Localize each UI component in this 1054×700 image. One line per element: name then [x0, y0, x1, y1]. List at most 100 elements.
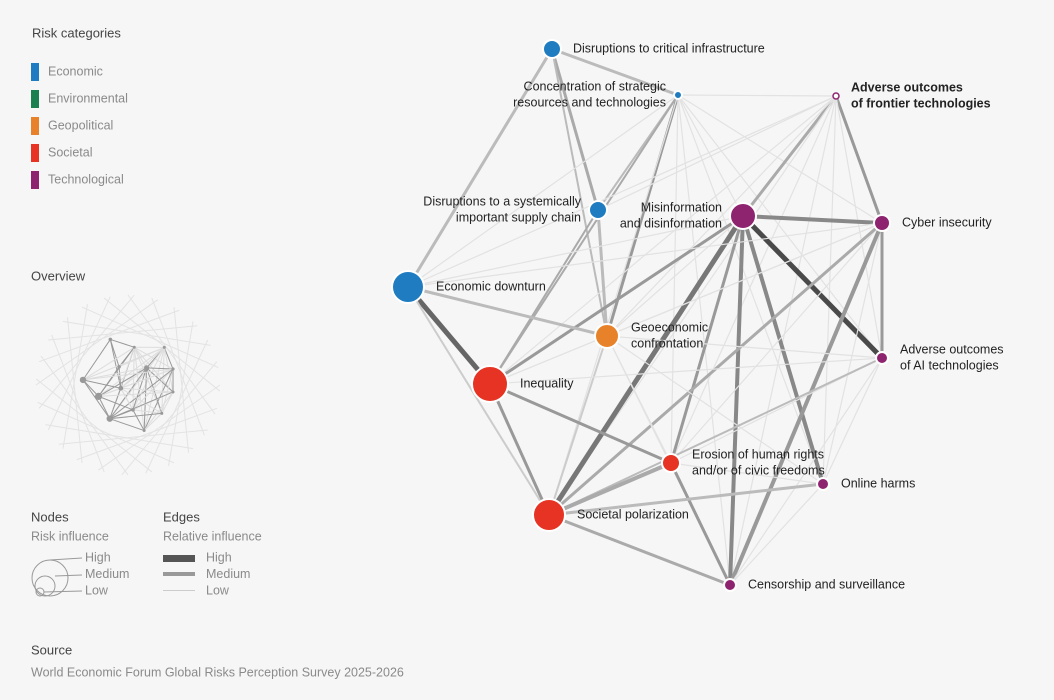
edge: [550, 48, 600, 211]
node: [532, 498, 566, 532]
edge: [606, 95, 837, 337]
mini-node: [171, 367, 175, 371]
mini-edge: [118, 366, 122, 389]
source-title: Source: [31, 642, 72, 657]
node-label: Disruptions to critical infrastructure: [573, 41, 765, 55]
mini-edge: [82, 379, 111, 419]
node-label: Misinformation: [641, 200, 722, 214]
mini-edge: [151, 297, 205, 436]
mini-edge: [143, 413, 163, 431]
mini-edge: [109, 412, 162, 420]
node-label: Concentration of strategic: [524, 79, 666, 93]
edge: [546, 214, 746, 517]
mini-edge: [145, 339, 209, 474]
edge: [406, 48, 554, 288]
nodes: Disruptions to critical infrastructure Co…: [391, 39, 1004, 592]
mini-edge: [76, 407, 218, 461]
node-label: Cyber insecurity: [902, 215, 992, 229]
edge: [548, 335, 608, 516]
mini-edge: [98, 391, 174, 397]
mini-edge: [38, 309, 180, 363]
size-high: [31, 559, 69, 597]
node-label: Societal polarization: [577, 507, 689, 521]
edge: [728, 222, 884, 586]
mini-edge: [134, 346, 174, 370]
mini-edge: [62, 304, 88, 449]
mini-edge: [161, 347, 165, 414]
mini-edge: [168, 321, 194, 466]
mini-edge: [109, 409, 134, 420]
mini-edge: [98, 395, 134, 411]
mini-node: [106, 415, 113, 422]
mini-edge: [109, 339, 122, 389]
edge: [669, 462, 732, 586]
node-label: of AI technologies: [900, 358, 999, 372]
mini-edge: [82, 367, 147, 381]
node-size-key: [31, 557, 83, 597]
edge: [489, 335, 608, 385]
edge: [406, 285, 492, 386]
edge: [729, 357, 883, 586]
legend-label: Economic: [48, 64, 103, 78]
edge: [548, 94, 679, 516]
edge: [489, 214, 744, 386]
mini-edge: [45, 424, 194, 450]
node: [873, 214, 891, 232]
mini-edge: [132, 409, 145, 431]
edge: [489, 382, 672, 465]
node: [723, 578, 737, 592]
mini-edge: [146, 367, 174, 370]
edge: [742, 214, 883, 225]
mini-edge: [121, 361, 218, 476]
mini-edge: [35, 378, 153, 473]
mini-node: [144, 365, 150, 371]
edge: [670, 462, 824, 485]
mini-edge: [163, 347, 174, 370]
node-label: Geoeconomic: [631, 320, 708, 334]
edge: [822, 222, 883, 485]
node: [471, 365, 509, 403]
mini-edge: [82, 346, 135, 381]
edge: [548, 513, 731, 587]
node-label: resources and technologies: [513, 95, 666, 109]
node-label: Economic downturn: [436, 279, 546, 293]
source-text: World Economic Forum Global Risks Percep…: [31, 665, 404, 679]
legend-swatch: [31, 90, 39, 108]
mini-edge: [82, 379, 121, 389]
key-line: [54, 574, 83, 577]
legend-swatch: [31, 117, 39, 135]
edge: [677, 94, 731, 586]
mini-edge: [35, 299, 159, 386]
legend-level: Low: [206, 583, 230, 597]
node-label: Erosion of human rights: [692, 447, 824, 461]
legend-level: Low: [85, 583, 109, 597]
edge: [488, 383, 551, 516]
mini-node: [108, 337, 113, 342]
mini-edge: [38, 294, 135, 409]
mini-edge: [143, 391, 174, 431]
nodes-legend-subtitle: Risk influence: [31, 529, 109, 543]
node-label: important supply chain: [456, 210, 581, 224]
node: [816, 477, 830, 491]
legend-swatch: [31, 63, 39, 81]
mini-edge: [127, 294, 216, 415]
node: [661, 453, 681, 473]
edge: [677, 94, 883, 224]
legend-title: Risk categories: [32, 25, 121, 40]
edge: [670, 94, 679, 464]
overview-title: Overview: [31, 268, 86, 283]
node-label: of frontier technologies: [851, 96, 991, 110]
mini-edge: [51, 334, 105, 473]
edge: [489, 357, 883, 385]
mini-node: [118, 385, 124, 391]
node: [391, 270, 425, 304]
mini-node: [79, 376, 87, 384]
edge: [489, 94, 679, 385]
node-label: Inequality: [520, 376, 574, 390]
mini-node: [94, 392, 103, 400]
mini-edge: [98, 387, 121, 397]
edge: [597, 95, 837, 211]
edge: [407, 215, 744, 288]
mini-edge: [103, 297, 221, 392]
